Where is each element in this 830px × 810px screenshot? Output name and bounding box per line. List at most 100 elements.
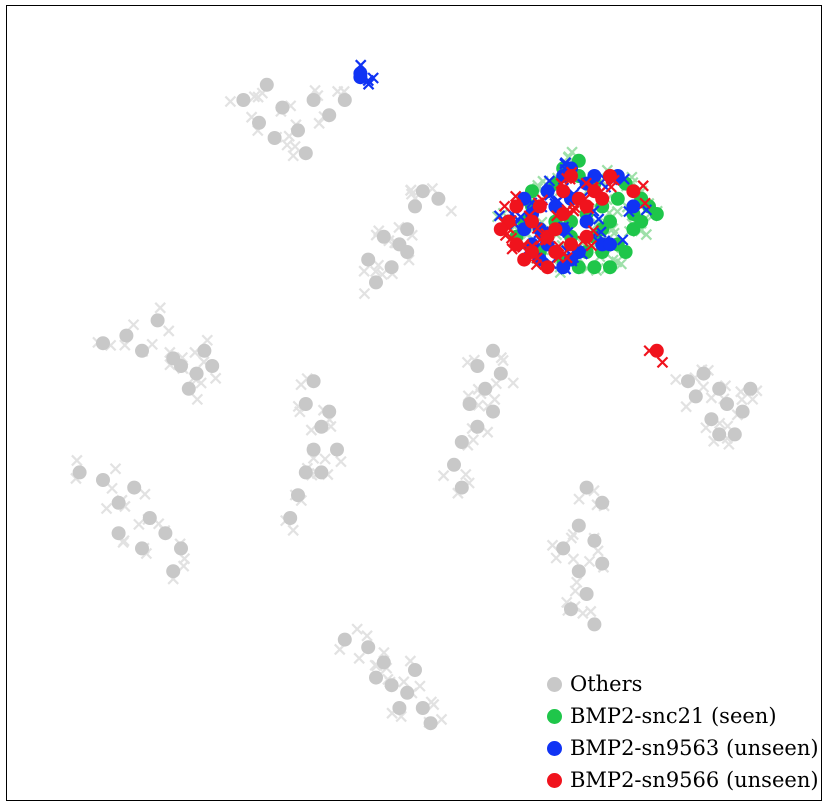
data-point [291, 488, 305, 503]
cross-marker [467, 434, 480, 446]
data-point [361, 640, 376, 655]
cross-marker [209, 372, 222, 385]
legend-marker-sn9563 [547, 740, 562, 756]
data-point [189, 366, 204, 381]
cross-marker [361, 630, 373, 642]
cross-marker [640, 228, 653, 241]
cross-marker [705, 392, 718, 404]
data-point [564, 602, 578, 617]
data-point [298, 465, 313, 480]
data-point [166, 564, 181, 579]
legend-label-others: Others [570, 672, 643, 696]
data-point [556, 184, 571, 199]
cross-marker [497, 354, 509, 367]
cross-marker [460, 468, 472, 481]
legend: Others BMP2-snc21 (seen) BMP2-sn9563 (un… [547, 668, 819, 796]
legend-label-sn9563: BMP2-sn9563 (unseen) [570, 736, 819, 760]
cross-marker [569, 585, 582, 597]
series-bmp2-sn9566-unseen [493, 166, 669, 369]
cross-marker [146, 338, 158, 351]
cross-marker [573, 493, 585, 505]
legend-item-snc21: BMP2-snc21 (seen) [547, 700, 819, 732]
data-point [415, 701, 430, 715]
data-point [298, 397, 313, 411]
cross-marker [680, 400, 692, 413]
cross-marker [507, 377, 520, 389]
legend-item-sn9563: BMP2-sn9563 (unseen) [547, 732, 819, 764]
legend-label-snc21: BMP2-snc21 (seen) [570, 704, 777, 728]
data-point [369, 670, 383, 685]
cross-marker [133, 518, 145, 531]
data-point [392, 701, 407, 715]
cross-marker [481, 426, 494, 438]
data-point [696, 366, 711, 381]
data-point [135, 541, 149, 556]
chart-frame: Others BMP2-snc21 (seen) BMP2-sn9563 (un… [6, 5, 822, 801]
data-point [720, 397, 734, 411]
cross-marker [353, 652, 365, 665]
data-point [509, 237, 524, 252]
data-point [478, 381, 493, 396]
cross-marker [583, 555, 596, 568]
tsne-scatter-plot [70, 59, 763, 731]
cross-marker [201, 334, 214, 347]
data-point [306, 93, 321, 107]
data-point [579, 229, 594, 244]
data-point [493, 222, 508, 237]
data-point [408, 663, 422, 677]
series-others [70, 77, 763, 731]
data-point [603, 169, 617, 183]
data-point [181, 381, 196, 396]
data-point [712, 427, 727, 442]
data-point [127, 480, 142, 495]
data-point [470, 419, 485, 434]
cross-marker [335, 455, 347, 468]
data-point [236, 93, 251, 107]
data-point [540, 260, 555, 275]
data-point [96, 336, 110, 351]
data-point [376, 655, 391, 670]
cross-marker [367, 72, 379, 84]
cross-marker [746, 393, 759, 406]
cross-marker [616, 234, 629, 246]
data-point [556, 541, 571, 556]
cross-marker [100, 502, 113, 515]
cross-marker [550, 552, 562, 564]
data-point [400, 222, 415, 237]
data-point [595, 191, 610, 206]
data-point [166, 351, 181, 366]
cross-marker [224, 95, 237, 108]
data-point [610, 191, 625, 206]
data-point [571, 564, 586, 579]
data-point [704, 412, 719, 427]
data-point [447, 457, 461, 472]
legend-item-sn9566: BMP2-sn9566 (unseen) [547, 764, 819, 796]
cross-marker [162, 325, 175, 337]
data-point [626, 199, 641, 214]
data-point [322, 108, 337, 123]
cross-marker [669, 373, 682, 386]
data-point [587, 617, 602, 632]
data-point [384, 260, 399, 275]
cross-marker [615, 258, 628, 270]
data-point [306, 374, 321, 389]
data-point [587, 533, 602, 548]
data-point [314, 465, 329, 480]
data-point [252, 115, 266, 130]
cross-marker [139, 488, 151, 500]
data-point [470, 359, 485, 373]
data-point [415, 184, 430, 199]
data-point [291, 123, 305, 138]
data-point [564, 237, 578, 252]
data-point [532, 199, 547, 214]
data-point [493, 366, 508, 381]
data-point [431, 191, 446, 206]
cross-marker [561, 251, 573, 264]
cross-marker [154, 302, 167, 314]
data-point [564, 169, 578, 183]
data-point [517, 252, 532, 267]
data-point [595, 495, 610, 510]
data-point [688, 389, 703, 404]
cross-marker [437, 469, 450, 482]
cross-marker [546, 539, 559, 552]
